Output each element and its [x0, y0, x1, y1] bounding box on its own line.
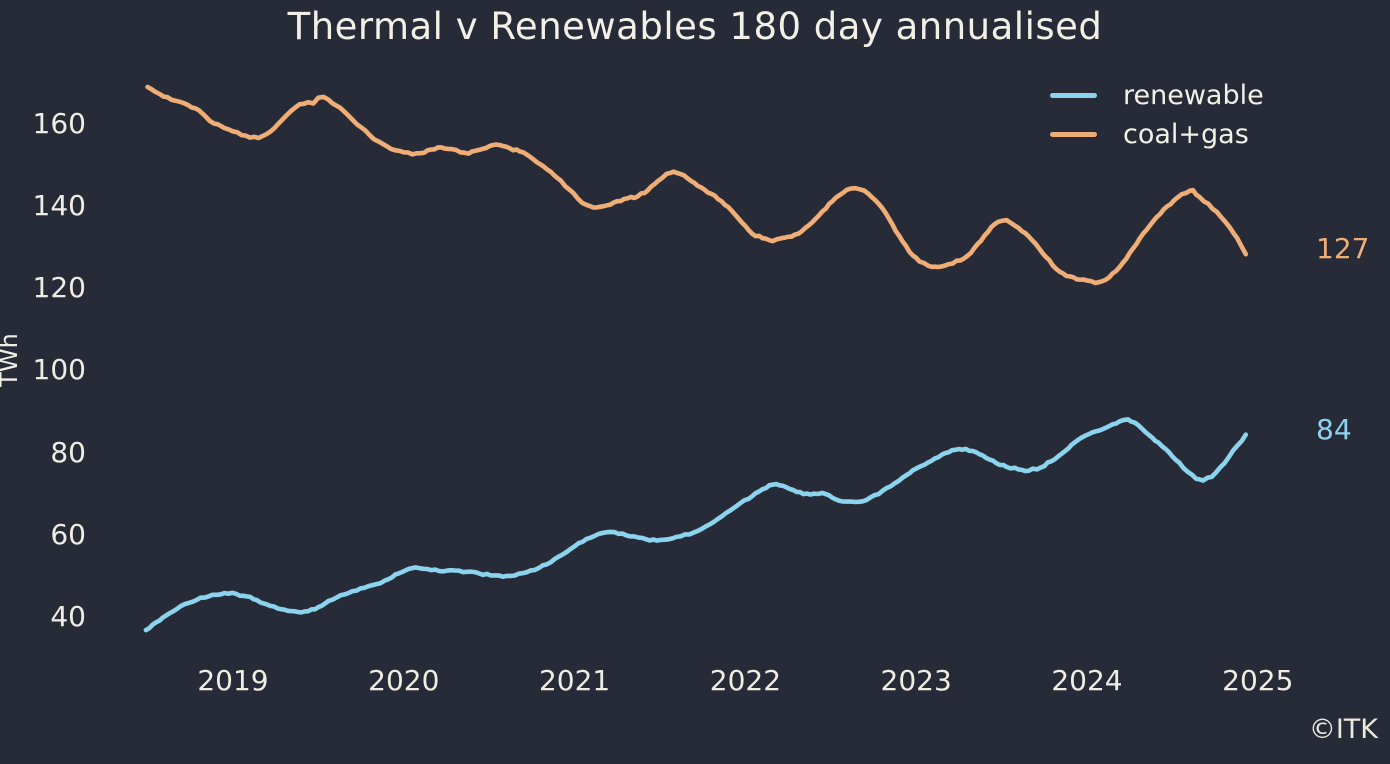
- coal-gas-line-swatch: [1050, 132, 1097, 137]
- renewable-end-value: 84: [1316, 412, 1352, 446]
- renewable-line-swatch: [1050, 93, 1097, 98]
- legend-label-coal-gas: coal+gas: [1123, 119, 1249, 150]
- y-tick-label: 100: [32, 353, 86, 387]
- y-tick-label: 120: [32, 271, 86, 305]
- x-tick-label: 2021: [538, 664, 611, 697]
- x-tick-label: 2020: [368, 664, 440, 697]
- coal-gas-line: [145, 84, 1249, 286]
- chart-title: Thermal v Renewables 180 day annualised: [287, 5, 1103, 48]
- x-tick-label: 2025: [1222, 664, 1294, 697]
- legend: renewable coal+gas: [1050, 76, 1264, 154]
- y-tick-label: 80: [50, 435, 86, 469]
- y-tick-label: 40: [50, 599, 86, 633]
- legend-item-coal-gas: coal+gas: [1050, 115, 1264, 154]
- legend-item-renewable: renewable: [1050, 76, 1264, 115]
- y-tick-label: 60: [50, 517, 86, 551]
- y-tick-label: 160: [32, 107, 86, 140]
- renewable-line: [143, 417, 1249, 633]
- x-tick-label: 2019: [197, 664, 269, 697]
- legend-label-renewable: renewable: [1123, 80, 1264, 111]
- x-tick-label: 2022: [709, 664, 782, 697]
- x-tick-label: 2024: [1051, 664, 1123, 697]
- coal-gas-end-value: 127: [1316, 232, 1370, 266]
- x-tick-label: 2023: [880, 664, 952, 697]
- y-tick-label: 140: [32, 189, 86, 223]
- watermark-itk: ©ITK: [1308, 714, 1378, 745]
